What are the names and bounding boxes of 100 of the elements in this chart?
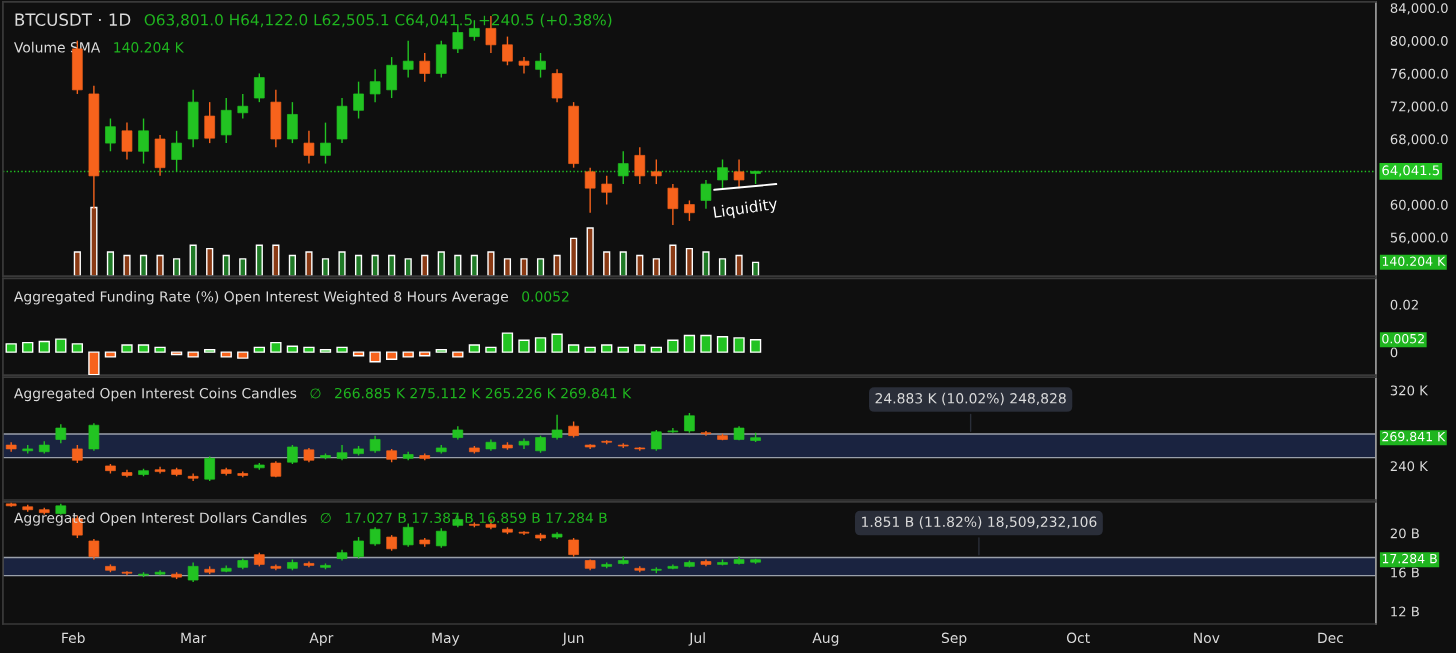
- bar: [437, 251, 445, 277]
- y-tick-label: 12 B: [1391, 606, 1419, 617]
- bar: [652, 258, 660, 277]
- bar: [338, 251, 346, 277]
- text: Aggregated Open Interest Coins Candles: [14, 387, 297, 402]
- bar: [402, 351, 414, 358]
- annotation: Liquidity: [713, 197, 779, 221]
- annotation: 0.0052: [522, 291, 569, 302]
- candlestick: [419, 52, 431, 83]
- candlestick: [88, 422, 100, 452]
- bar: [139, 254, 148, 277]
- bar: [253, 346, 265, 353]
- bar: [270, 341, 282, 353]
- x-tick-label: May: [432, 632, 460, 646]
- bar: [319, 349, 332, 353]
- x-tick-label: Feb: [62, 632, 85, 644]
- bar: [55, 338, 67, 353]
- bar: [204, 349, 216, 353]
- bar: [470, 254, 478, 277]
- bar: [5, 343, 17, 353]
- y-tick-label: 0.02: [1390, 299, 1418, 310]
- candlestick: [138, 117, 149, 165]
- candlestick: [287, 444, 298, 465]
- candlestick: [568, 537, 579, 558]
- bar: [485, 346, 497, 353]
- bar: [667, 339, 679, 353]
- bar: [520, 258, 528, 277]
- bar: [239, 258, 247, 277]
- bar: [487, 251, 495, 277]
- candlestick: [105, 117, 116, 152]
- bar: [222, 254, 230, 277]
- bar: [553, 254, 561, 277]
- bar: [38, 340, 50, 353]
- x-tick-label: Jun: [562, 632, 584, 646]
- y-tick-label: 20 B: [1390, 528, 1419, 539]
- text: 17.284 B: [1382, 553, 1437, 564]
- bar: [603, 251, 611, 277]
- y-tick-label: 68,000.0: [1390, 134, 1448, 146]
- bar: [650, 346, 662, 353]
- y-tick-label: 76,000.0: [1390, 68, 1448, 81]
- bar: [534, 337, 547, 353]
- bar: [106, 251, 115, 277]
- bar: [503, 258, 512, 277]
- x-tick-label: Mar: [181, 632, 207, 644]
- candlestick: [171, 130, 182, 173]
- bar: [385, 351, 398, 361]
- candlestick: [353, 80, 364, 120]
- candlestick: [435, 527, 447, 549]
- candlestick: [684, 199, 695, 222]
- text: Aggregated Funding Rate (%) Open Interest Weighted 8 Hours Average: [14, 290, 509, 305]
- bar: [435, 349, 447, 353]
- candlestick: [121, 121, 133, 161]
- bar: [288, 254, 296, 277]
- bar: [619, 251, 627, 277]
- candlestick: [518, 56, 530, 75]
- annotation: ∅: [320, 512, 331, 523]
- bar: [90, 206, 98, 277]
- candlestick: [187, 561, 199, 583]
- candlestick: [535, 52, 546, 79]
- bar: [303, 346, 315, 353]
- bar: [369, 351, 381, 363]
- candlestick: [667, 183, 679, 226]
- bar: [749, 339, 762, 353]
- bar: [501, 332, 514, 353]
- text: 0.0052: [1382, 333, 1424, 344]
- x-tick-label: Jul: [688, 632, 705, 646]
- y-tick-label: 80,000.0: [1390, 35, 1448, 48]
- bar: [206, 247, 214, 277]
- candlestick: [204, 101, 215, 144]
- candlestick: [187, 472, 199, 482]
- bar: [73, 251, 81, 277]
- bar: [187, 351, 199, 358]
- x-tick-label: Aug: [812, 632, 839, 646]
- candlestick: [402, 522, 414, 548]
- annotation: 1.851 B (11.82%) 18,509,232,106: [862, 516, 1097, 529]
- bar: [305, 251, 313, 277]
- annotation: 24.883 K (10.02%) 248,828: [875, 392, 1066, 406]
- x-tick-label: Nov: [1194, 632, 1220, 644]
- candlestick: [353, 536, 364, 560]
- bar: [354, 254, 363, 277]
- bar: [336, 346, 348, 353]
- bar: [683, 334, 696, 353]
- bar: [685, 247, 694, 277]
- bar: [237, 351, 249, 359]
- y-tick-label: 72,000.0: [1390, 101, 1448, 113]
- bar: [617, 346, 629, 353]
- bar: [352, 351, 365, 357]
- bar: [321, 258, 330, 277]
- x-tick-label: Apr: [309, 632, 334, 646]
- bar: [518, 339, 530, 353]
- text: 140.204 K: [1382, 256, 1446, 266]
- candlestick: [584, 166, 596, 214]
- y-tick-label: 56,000.0: [1390, 232, 1448, 244]
- bar: [154, 346, 166, 353]
- candlestick: [204, 455, 215, 482]
- bar: [718, 258, 727, 277]
- bar: [88, 351, 100, 376]
- candlestick: [369, 526, 381, 547]
- annotation: 266.885 K 275.112 K 265.226 K 269.841 K: [335, 387, 632, 399]
- bar: [104, 351, 117, 358]
